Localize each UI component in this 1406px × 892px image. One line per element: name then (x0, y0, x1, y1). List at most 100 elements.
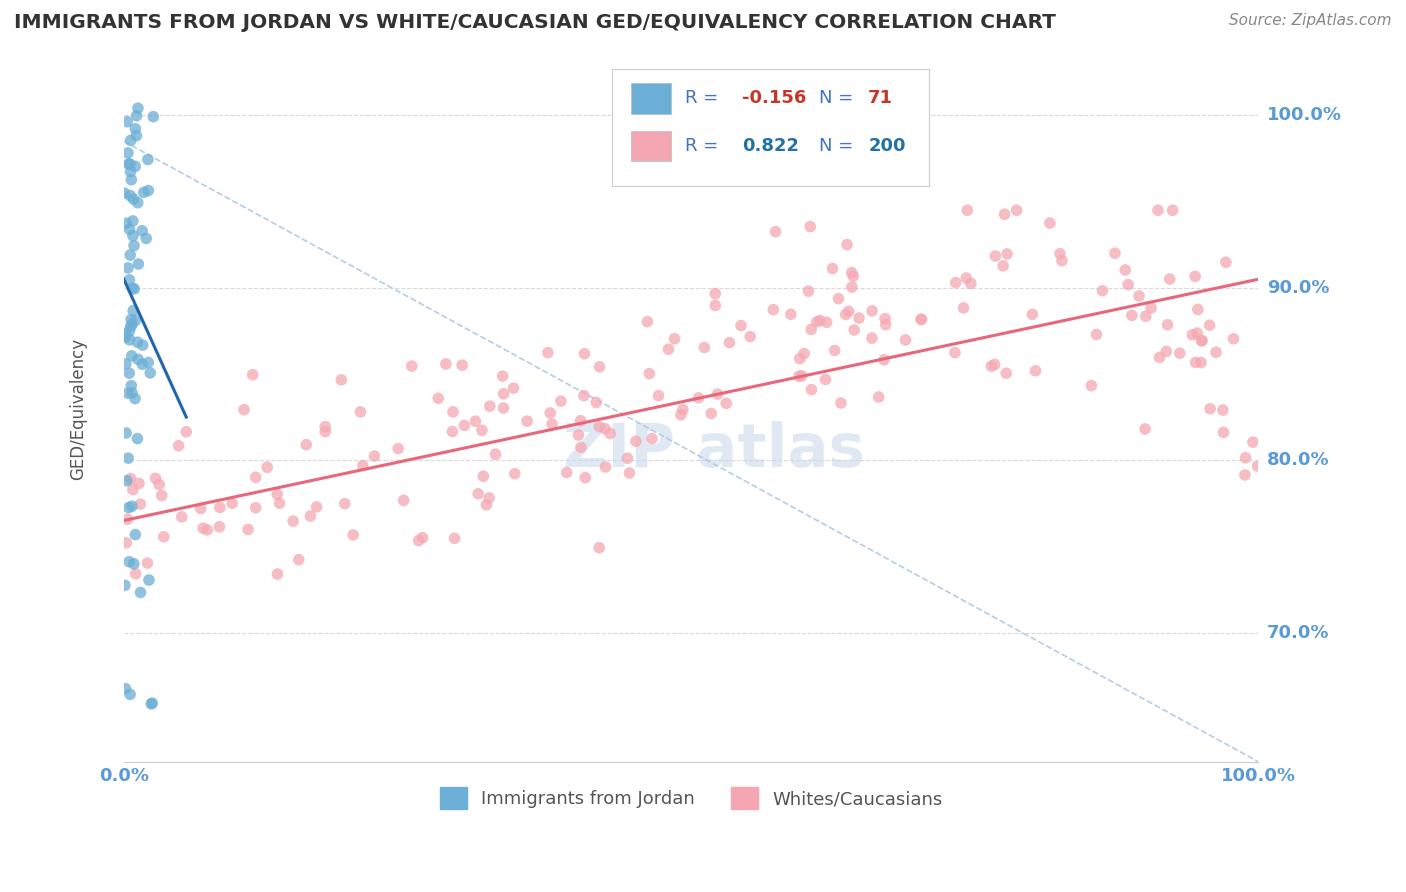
Point (484, 447, 506, 461)
Point (127, 195, 149, 210)
Point (538, 406, 561, 420)
Point (943, 345, 966, 359)
Text: N =: N = (820, 89, 859, 107)
Point (208, 520, 231, 534)
Point (834, 308, 856, 322)
Point (574, 347, 596, 361)
Point (142, 110, 165, 124)
Point (314, 419, 336, 434)
Point (131, 357, 153, 371)
Point (1133, 422, 1156, 436)
Point (693, 341, 716, 355)
Point (118, 555, 141, 569)
Point (174, 425, 197, 439)
Point (117, 386, 139, 401)
Point (815, 315, 838, 329)
Point (641, 432, 664, 446)
Point (672, 402, 695, 417)
Point (1159, 272, 1181, 286)
Point (1049, 246, 1071, 260)
Point (129, 497, 152, 511)
Point (138, 573, 160, 587)
Point (167, 439, 190, 453)
Point (841, 266, 863, 280)
Point (330, 373, 353, 387)
Point (120, 378, 142, 392)
Point (401, 359, 423, 373)
Point (1039, 216, 1062, 230)
Point (152, 530, 174, 544)
Point (120, 172, 142, 186)
Point (333, 497, 356, 511)
Point (956, 203, 979, 218)
Point (287, 552, 309, 566)
Point (221, 496, 243, 510)
Point (983, 358, 1005, 372)
Point (1191, 334, 1213, 348)
Point (245, 470, 267, 484)
Point (124, 392, 146, 406)
Point (148, 477, 170, 491)
Point (1189, 355, 1212, 369)
Point (1184, 269, 1206, 284)
Point (994, 207, 1017, 221)
Point (503, 467, 526, 481)
Point (688, 391, 710, 405)
Point (136, 153, 159, 167)
Point (122, 557, 145, 571)
Point (1199, 401, 1222, 416)
Point (765, 225, 787, 239)
Point (117, 145, 139, 160)
Point (118, 366, 141, 380)
Point (118, 157, 141, 171)
Point (124, 527, 146, 541)
Point (121, 349, 143, 363)
Point (588, 541, 610, 555)
Point (117, 451, 139, 466)
Point (120, 133, 142, 147)
FancyBboxPatch shape (612, 70, 929, 186)
Point (952, 301, 974, 315)
Point (1168, 346, 1191, 360)
Point (1184, 355, 1206, 369)
Point (797, 284, 820, 298)
Point (492, 401, 515, 415)
Point (984, 249, 1007, 263)
Point (136, 556, 159, 570)
Point (434, 357, 457, 371)
Text: R =: R = (686, 89, 724, 107)
Point (824, 343, 846, 358)
Point (502, 381, 524, 395)
Point (800, 322, 823, 336)
Text: 71: 71 (868, 89, 893, 107)
Point (124, 282, 146, 296)
Point (122, 192, 145, 206)
Point (574, 470, 596, 484)
Point (392, 493, 415, 508)
Point (537, 345, 560, 359)
Point (516, 414, 538, 428)
Point (314, 425, 336, 439)
Point (451, 358, 474, 372)
Text: 100.0%: 100.0% (1267, 106, 1341, 125)
Point (806, 315, 828, 329)
Point (170, 509, 193, 524)
Point (664, 332, 686, 346)
Point (585, 395, 607, 409)
Point (256, 460, 278, 475)
Point (1205, 345, 1227, 359)
Point (793, 346, 815, 360)
Point (1085, 327, 1108, 342)
Point (1234, 450, 1257, 465)
Point (960, 277, 983, 291)
Point (115, 216, 138, 230)
Point (127, 352, 149, 367)
Point (349, 405, 371, 419)
Point (550, 394, 572, 409)
Text: GED/Equivalency: GED/Equivalency (69, 337, 87, 480)
Point (195, 523, 218, 537)
Point (112, 186, 135, 200)
Point (567, 428, 589, 442)
Text: IMMIGRANTS FROM JORDAN VS WHITE/CAUCASIAN GED/EQUIVALENCY CORRELATION CHART: IMMIGRANTS FROM JORDAN VS WHITE/CAUCASIA… (14, 13, 1056, 32)
Point (1212, 425, 1234, 440)
